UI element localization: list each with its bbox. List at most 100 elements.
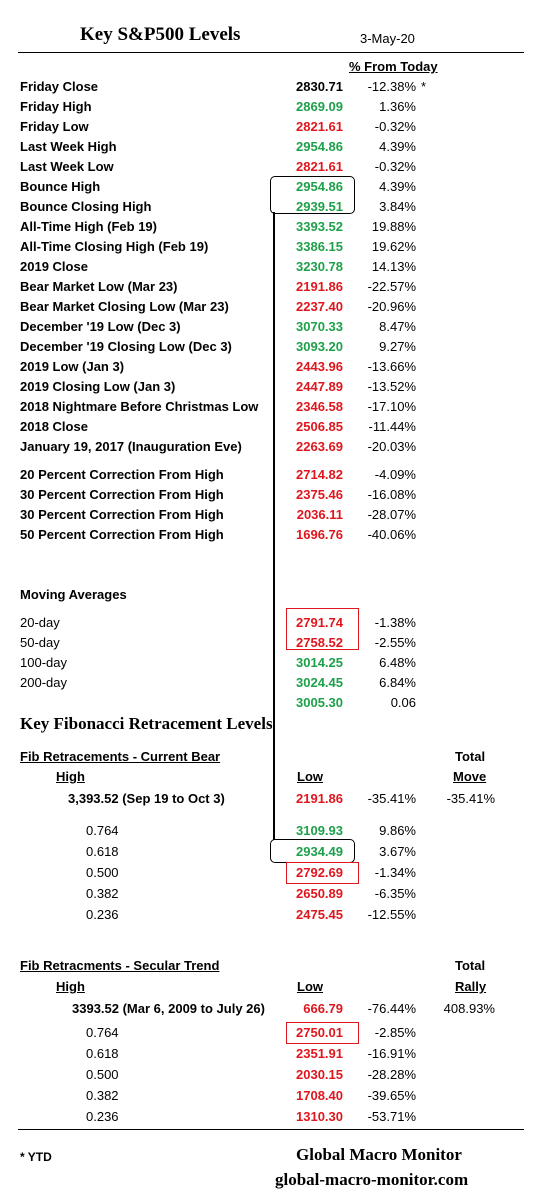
- fib-bear-row-value: 2650.89: [296, 886, 343, 901]
- fib-bear-low-pct: -35.41%: [367, 791, 416, 806]
- level-row: 2019 Low (Jan 3) 2443.96 -13.66%: [0, 356, 541, 376]
- level-row-pct: -11.44%: [368, 419, 416, 434]
- moving-average-row-value: 3014.25: [296, 655, 343, 670]
- moving-average-row-pct: 6.48%: [379, 655, 416, 670]
- level-row-pct: -12.38%: [367, 79, 416, 94]
- level-row: Last Week Low 2821.61 -0.32%: [0, 156, 541, 176]
- level-row-value: 3393.52: [296, 219, 343, 234]
- fib-bear-high-label: High: [56, 769, 85, 784]
- level-row-pct: -0.32%: [374, 159, 416, 174]
- moving-average-row-label: 20-day: [20, 615, 60, 630]
- level-row-pct: -13.52%: [367, 379, 416, 394]
- correction-row-pct: -4.09%: [374, 467, 416, 482]
- level-row-label: Bear Market Closing Low (Mar 23): [20, 299, 229, 314]
- fib-bear-title: Fib Retracements - Current Bear: [20, 749, 221, 764]
- fib-bear-row-pct: -1.34%: [374, 865, 416, 880]
- fib-bear-low-label: Low: [297, 769, 323, 784]
- level-row-value: 2506.85: [296, 419, 343, 434]
- moving-average-row-value: 3024.45: [296, 675, 343, 690]
- fib-secular-row: 0.382 1708.40 -39.65%: [0, 1085, 541, 1105]
- level-row: 2019 Close 3230.78 14.13%: [0, 256, 541, 276]
- level-row-label: Last Week Low: [20, 159, 114, 174]
- fib-bear-move-label: Move: [453, 769, 487, 784]
- fib-bear-row-value: 2792.69: [296, 865, 343, 880]
- moving-average-row: 50-day 2758.52 -2.55%: [0, 632, 541, 652]
- fib-secular-high-label: High: [56, 979, 85, 994]
- moving-average-row-label: 50-day: [20, 635, 60, 650]
- ytd-asterisk: *: [421, 79, 427, 94]
- fib-secular-rally-label: Rally: [455, 979, 487, 994]
- level-row-label: Friday High: [20, 99, 92, 114]
- fib-secular-high-desc: 3393.52 (Mar 6, 2009 to July 26): [72, 1001, 265, 1016]
- level-row-pct: -20.03%: [367, 439, 416, 454]
- correction-row-label: 20 Percent Correction From High: [20, 467, 224, 482]
- fib-bear-row: 0.764 3109.93 9.86%: [0, 820, 541, 840]
- level-row: 2018 Close 2506.85 -11.44%: [0, 416, 541, 436]
- fib-secular-row-label: 0.500: [86, 1067, 119, 1082]
- level-row-pct: -0.32%: [374, 119, 416, 134]
- fib-bear-row-pct: 9.86%: [379, 823, 416, 838]
- fib-secular-row-value: 1310.30: [296, 1109, 343, 1124]
- level-row-value: 2346.58: [296, 399, 343, 414]
- moving-average-row: 200-day 3024.45 6.84%: [0, 672, 541, 692]
- level-row-label: Bounce High: [20, 179, 101, 194]
- fib-bear-row-pct: 3.67%: [379, 844, 416, 859]
- level-row: Friday Close 2830.71 -12.38%: [0, 76, 541, 96]
- correction-row-value: 2036.11: [296, 507, 343, 522]
- moving-average-row: 3005.30 0.06: [0, 692, 541, 712]
- fib-secular-row-value: 1708.40: [296, 1088, 343, 1103]
- moving-average-row-pct: 0.06: [390, 695, 416, 710]
- level-row-label: Friday Close: [20, 79, 99, 94]
- level-row-value: 2830.71: [296, 79, 343, 94]
- level-row-pct: 3.84%: [379, 199, 416, 214]
- level-row-value: 2237.40: [296, 299, 343, 314]
- correction-row-label: 50 Percent Correction From High: [20, 527, 224, 542]
- correction-row-pct: -40.06%: [367, 527, 416, 542]
- fib-bear-row-value: 2934.49: [296, 844, 343, 859]
- level-row-label: Bounce Closing High: [20, 199, 152, 214]
- level-row-pct: 4.39%: [379, 139, 416, 154]
- fib-bear-row: 0.382 2650.89 -6.35%: [0, 883, 541, 903]
- correction-row: 30 Percent Correction From High 2036.11 -2…: [0, 504, 541, 524]
- fibonacci-title: Key Fibonacci Retracement Levels: [20, 714, 273, 733]
- fib-secular-row-value: 2351.91: [296, 1046, 343, 1061]
- fib-bear-row-pct: -6.35%: [374, 886, 416, 901]
- correction-row-pct: -16.08%: [367, 487, 416, 502]
- level-row-label: 2018 Close: [20, 419, 88, 434]
- moving-average-row: 20-day 2791.74 -1.38%: [0, 612, 541, 632]
- correction-row-value: 2375.46: [296, 487, 343, 502]
- fib-secular-low-label: Low: [297, 979, 323, 994]
- level-row-pct: 19.62%: [371, 239, 416, 254]
- level-row-value: 3070.33: [296, 319, 343, 334]
- correction-row-value: 2714.82: [296, 467, 343, 482]
- moving-average-row-pct: -1.38%: [374, 615, 416, 630]
- correction-row-pct: -28.07%: [367, 507, 416, 522]
- pct-from-today-header: % From Today: [349, 59, 438, 74]
- level-row-value: 2263.69: [296, 439, 343, 454]
- ytd-note: * YTD: [20, 1150, 52, 1164]
- correction-row-label: 30 Percent Correction From High: [20, 507, 224, 522]
- level-row-pct: 19.88%: [371, 219, 416, 234]
- page-title: Key S&P500 Levels: [80, 24, 241, 45]
- level-row-label: 2019 Closing Low (Jan 3): [20, 379, 176, 394]
- level-row-pct: -20.96%: [367, 299, 416, 314]
- level-row-label: January 19, 2017 (Inauguration Eve): [20, 439, 242, 454]
- fib-secular-low-pct: -76.44%: [367, 1001, 416, 1016]
- fib-bear-row-label: 0.618: [86, 844, 119, 859]
- level-row: All-Time Closing High (Feb 19) 3386.15 19.…: [0, 236, 541, 256]
- ma-highlight-box: [286, 608, 359, 650]
- level-row: December '19 Closing Low (Dec 3) 3093.20 9…: [0, 336, 541, 356]
- level-row-label: Last Week High: [20, 139, 117, 154]
- fib-bear-row-value: 3109.93: [296, 823, 343, 838]
- bounce-highlight-box: [270, 176, 355, 214]
- fib-bear-low-value: 2191.86: [296, 791, 343, 806]
- level-row-label: All-Time High (Feb 19): [20, 219, 157, 234]
- fib-secular-row-label: 0.382: [86, 1088, 119, 1103]
- level-row-pct: 9.27%: [379, 339, 416, 354]
- fib-secular-row-label: 0.236: [86, 1109, 119, 1124]
- fib-secular-row-value: 2030.15: [296, 1067, 343, 1082]
- correction-row: 20 Percent Correction From High 2714.82 -4…: [0, 464, 541, 484]
- fib-secular-row-pct: -2.85%: [374, 1025, 416, 1040]
- fib-bear-row-label: 0.382: [86, 886, 119, 901]
- fib-bear-row: 0.500 2792.69 -1.34%: [0, 862, 541, 882]
